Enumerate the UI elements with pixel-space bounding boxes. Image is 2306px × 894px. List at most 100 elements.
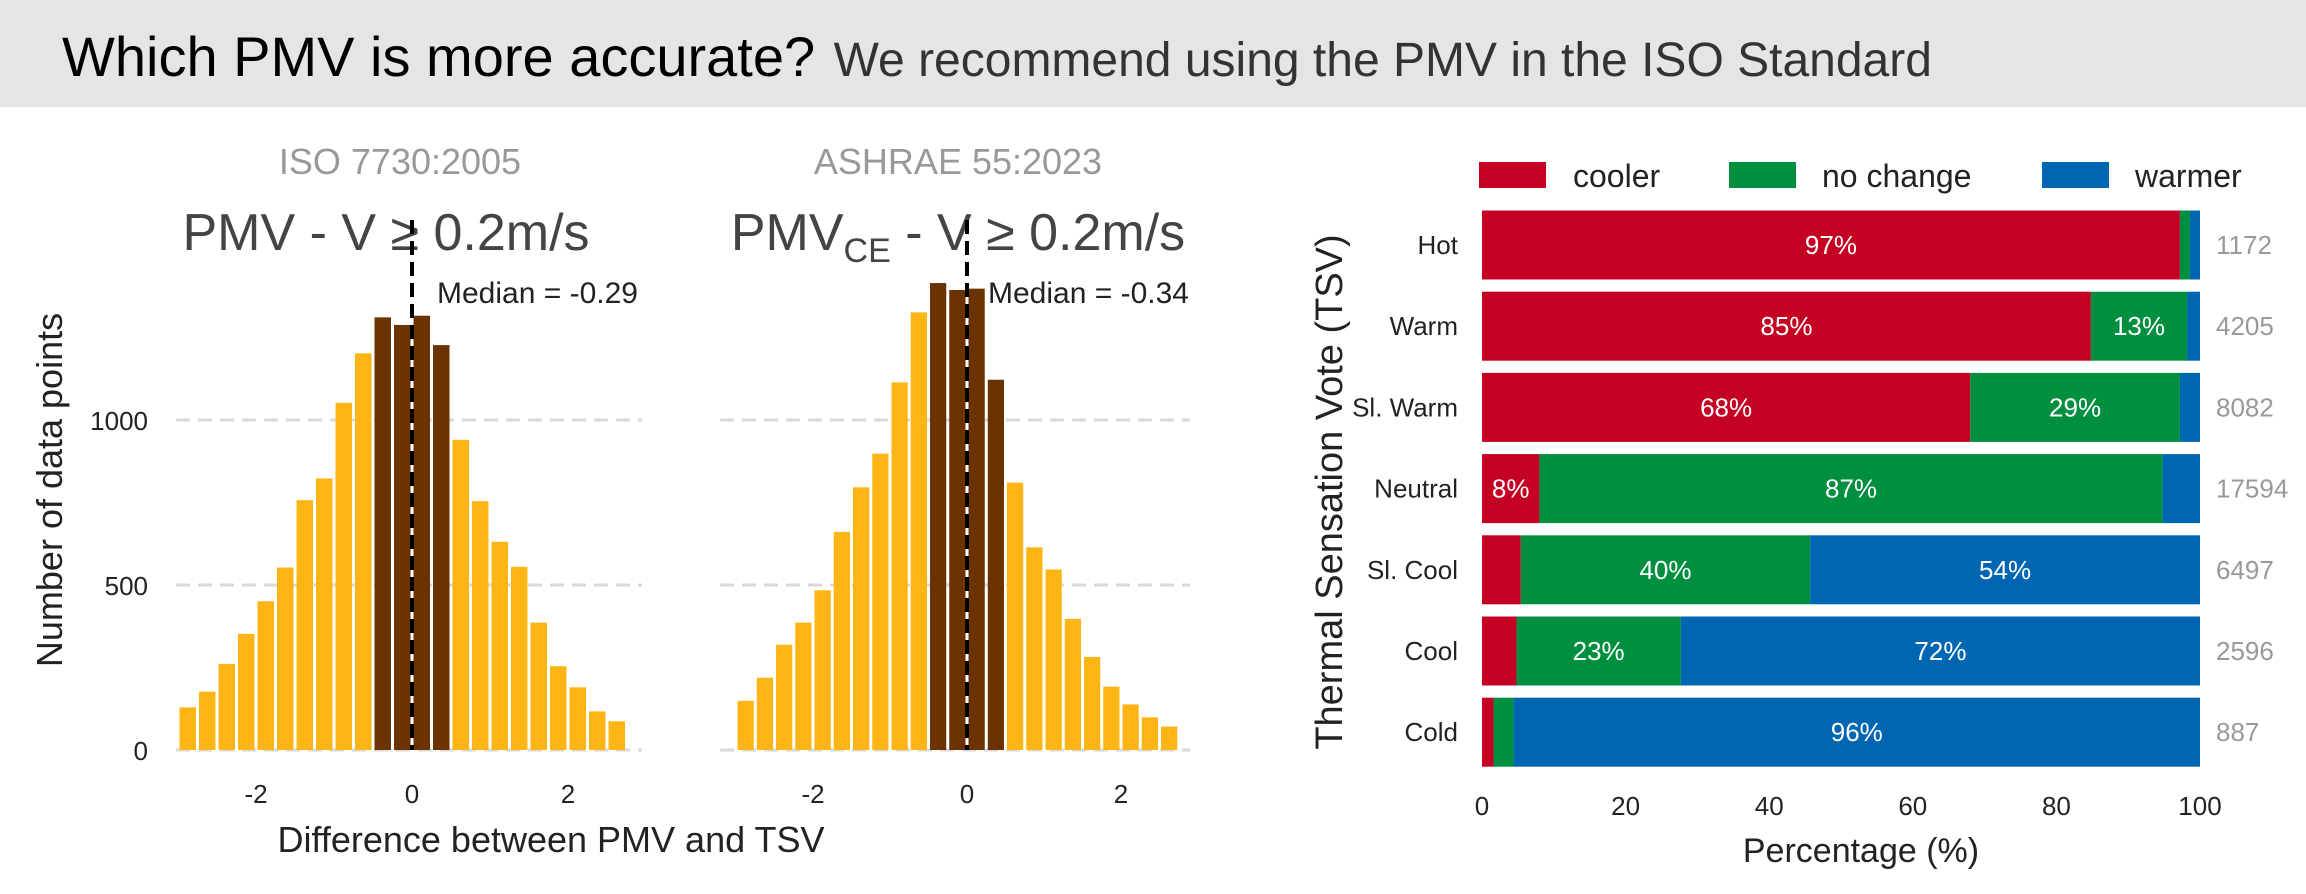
count-label: 887 <box>2216 717 2259 747</box>
histogram-bar <box>550 666 567 750</box>
histogram-bar <box>1161 726 1178 750</box>
segment-label: 87% <box>1825 474 1877 504</box>
histogram-bar <box>891 382 908 750</box>
main-question: Which PMV is more accurate? <box>62 25 815 88</box>
bar-row-warm: 85% 13% Warm 4205 <box>1390 291 2274 361</box>
histogram-bar <box>737 700 754 750</box>
legend-swatch-warmer <box>2042 162 2109 188</box>
x-tick-label: 0 <box>405 779 419 809</box>
category-label: Hot <box>1418 230 1459 260</box>
segment-label: 54% <box>1979 555 2031 585</box>
histogram-bar <box>833 531 850 750</box>
percentage-axis-label: Percentage (%) <box>1743 832 1979 870</box>
count-label: 4205 <box>2216 311 2274 341</box>
category-label: Cool <box>1405 636 1458 666</box>
bar-segment-warmer <box>2162 454 2200 524</box>
y-axis-label: Number of data points <box>29 313 70 667</box>
x-tick-label: 80 <box>2042 791 2071 821</box>
count-label: 6497 <box>2216 555 2274 585</box>
histogram-bar <box>756 677 773 750</box>
segment-label: 97% <box>1805 230 1857 260</box>
bar-segment-no-change <box>2179 210 2190 280</box>
y-tick-500: 500 <box>105 571 148 601</box>
bar-segment-warmer <box>1680 616 2200 686</box>
category-label: Cold <box>1405 717 1458 747</box>
segment-label: 13% <box>2113 311 2165 341</box>
bar-segment-no-change <box>1539 454 2163 524</box>
histogram-bar <box>257 601 274 750</box>
legend: cooler no change warmer <box>1479 158 2242 194</box>
header-title: Which PMV is more accurate? We recommend… <box>62 25 1932 88</box>
histogram-bar <box>179 707 196 750</box>
tsv-axis-label: Thermal Sensation Vote (TSV) <box>1309 234 1351 749</box>
count-label: 1172 <box>2216 230 2272 260</box>
x-tick-label: 60 <box>1898 791 1927 821</box>
histogram-bar <box>491 541 508 750</box>
histogram-bar <box>1026 547 1043 750</box>
category-label: Sl. Warm <box>1352 392 1458 422</box>
title-pmv: PMV <box>731 204 844 262</box>
x-tick-label: 0 <box>1475 791 1489 821</box>
bar-segment-warmer <box>1513 697 2200 767</box>
x-tick-label: 2 <box>1114 779 1128 809</box>
legend-label-warmer: warmer <box>2134 158 2242 194</box>
histogram-bar <box>1045 569 1062 750</box>
histogram-bar <box>776 644 793 750</box>
bar-row-sl-cool: 40% 54% Sl. Cool 6497 <box>1367 535 2274 605</box>
legend-label-no-change: no change <box>1822 158 1971 194</box>
histogram-bar <box>277 567 294 750</box>
count-label: 17594 <box>2216 474 2288 504</box>
bar-segment-cooler <box>1482 210 2180 280</box>
x-tick-label: -2 <box>801 779 824 809</box>
histogram-bar <box>795 622 812 750</box>
histogram-bar <box>949 289 966 750</box>
bar-segment-warmer <box>1810 535 2200 605</box>
x-axis-label: Difference between PMV and TSV <box>278 819 825 860</box>
bar-segment-cooler <box>1482 372 1971 442</box>
histogram-bar <box>374 317 391 750</box>
bar-segment-cooler <box>1482 454 1540 524</box>
stacked-bar-chart: Thermal Sensation Vote (TSV) Percentage … <box>1309 158 2288 870</box>
bar-segment-no-change <box>1520 535 1811 605</box>
x-tick-label: 0 <box>960 779 974 809</box>
segment-label: 68% <box>1700 392 1752 422</box>
histogram-iso: ISO 7730:2005 PMV - V ≥ 0.2m/s Median = … <box>29 141 824 860</box>
bar-segment-warmer <box>2179 372 2200 442</box>
standard-label-iso: ISO 7730:2005 <box>279 141 521 182</box>
histogram-bar <box>968 288 985 750</box>
bar-segment-cooler <box>1482 697 1494 767</box>
bar-row-cool: 23% 72% Cool 2596 <box>1405 616 2274 686</box>
histogram-bar <box>1084 656 1101 750</box>
bar-row-cold: 96% Cold 887 <box>1405 697 2259 767</box>
histogram-bar <box>511 566 528 750</box>
histogram-bar <box>530 622 547 750</box>
bar-row-hot: 97% Hot 1172 <box>1418 210 2272 280</box>
histogram-bar <box>199 691 216 750</box>
histogram-bar <box>238 633 255 750</box>
recommendation: We recommend using the PMV in the ISO St… <box>834 34 1932 87</box>
histogram-bar <box>316 478 333 750</box>
bar-segment-no-change <box>1970 372 2180 442</box>
bar-row-sl-warm: 68% 29% Sl. Warm 8082 <box>1352 372 2274 442</box>
title-subscript-ce: CE <box>844 232 891 270</box>
standard-label-ashrae: ASHRAE 55:2023 <box>814 141 1102 182</box>
histogram-bar <box>218 663 235 750</box>
histogram-bar <box>413 315 430 750</box>
histogram-bar <box>872 453 889 750</box>
y-tick-1000: 1000 <box>90 406 148 436</box>
bar-segment-no-change <box>1516 616 1681 686</box>
median-label-iso: Median = -0.29 <box>437 277 638 310</box>
x-tick-label: 20 <box>1611 791 1640 821</box>
bar-row-neutral: 8% 87% Neutral 17594 <box>1374 454 2288 524</box>
histogram-bar <box>1122 704 1139 750</box>
segment-label: 29% <box>2049 392 2101 422</box>
segment-label: 8% <box>1492 474 1530 504</box>
legend-swatch-cooler <box>1479 162 1546 188</box>
bar-segment-cooler <box>1482 616 1517 686</box>
segment-label: 96% <box>1831 717 1883 747</box>
segment-label: 72% <box>1914 636 1966 666</box>
title-rest: - V ≥ 0.2m/s <box>891 204 1185 262</box>
histogram-bar <box>930 283 947 750</box>
histogram-bar <box>355 353 372 750</box>
hist-title-iso: PMV - V ≥ 0.2m/s <box>182 204 589 262</box>
